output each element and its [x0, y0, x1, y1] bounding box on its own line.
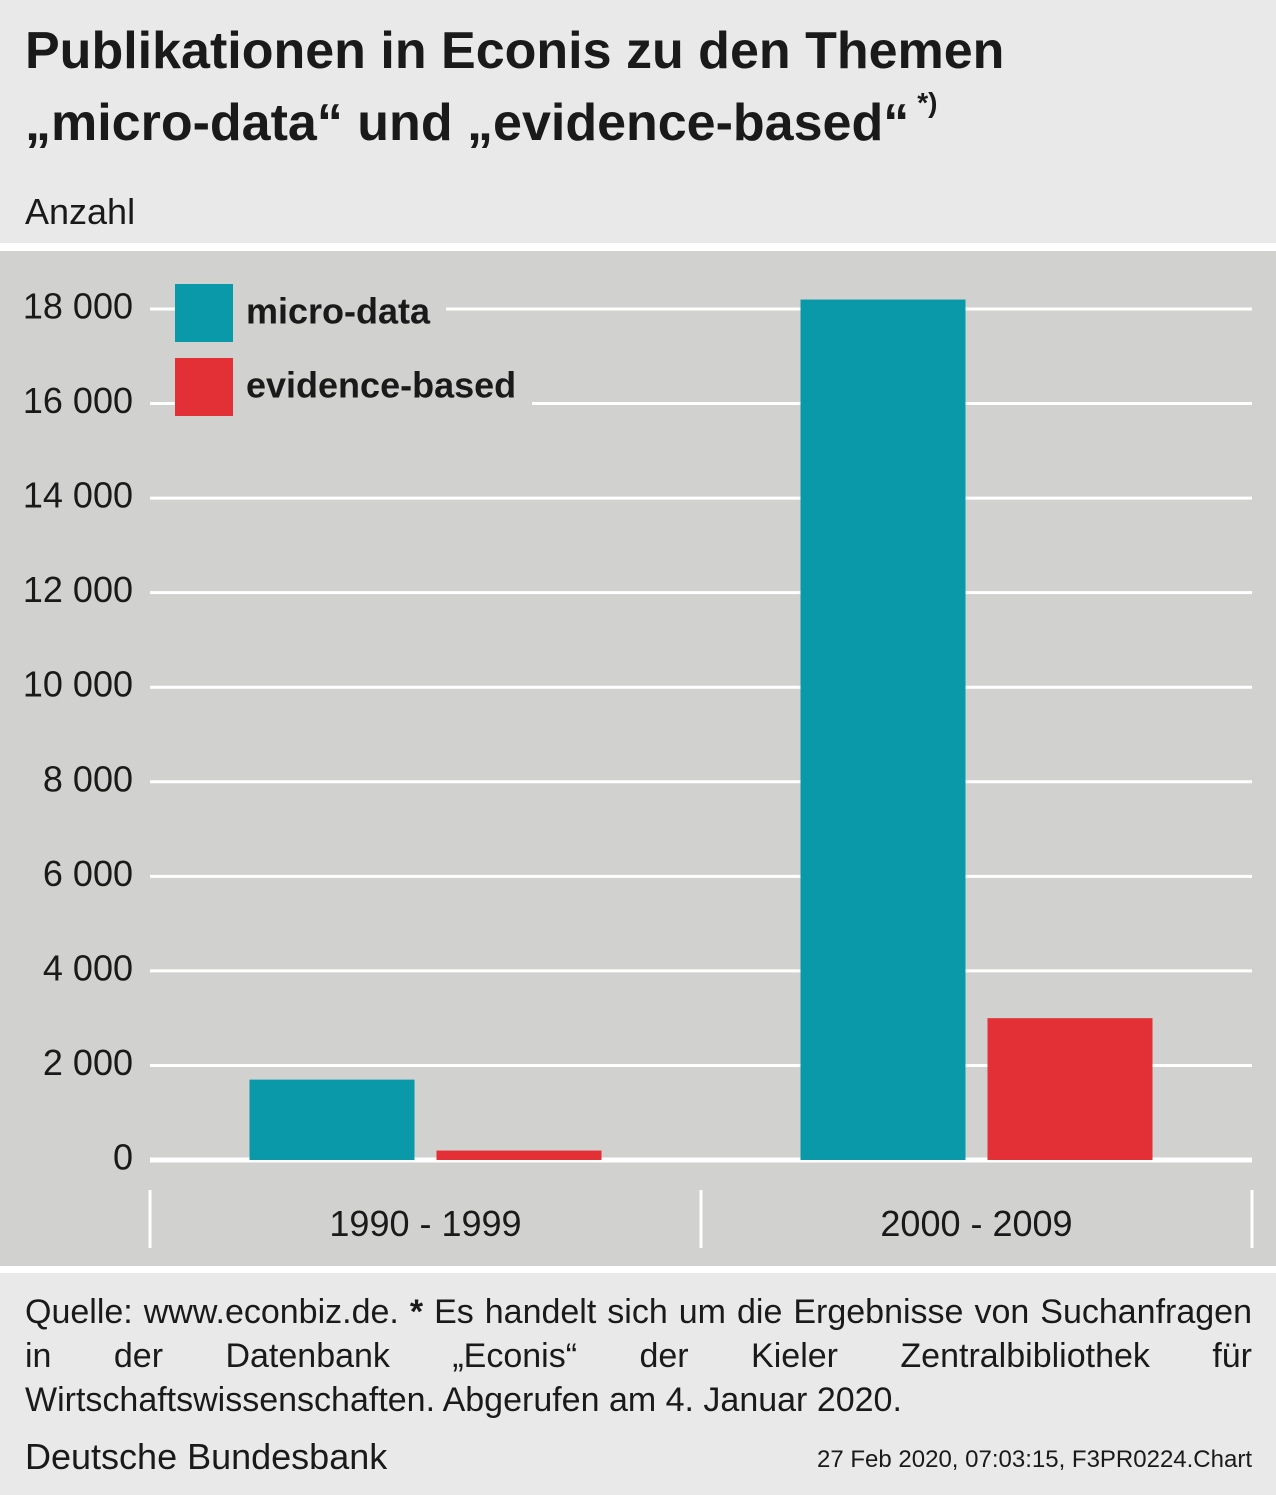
y-tick-label: 4 000 — [43, 947, 133, 988]
legend-background — [232, 358, 533, 416]
source: Quelle: www.econbiz.de. — [25, 1293, 399, 1331]
credit: Deutsche Bundesbank — [25, 1436, 388, 1477]
title-note: *) — [917, 87, 937, 118]
footnote-marker: * — [409, 1293, 424, 1331]
x-tick-label: 1990 - 1999 — [329, 1203, 521, 1244]
chart-title: „micro-data“ und „evidence-based“ *) — [25, 87, 937, 152]
y-tick-label: 18 000 — [23, 286, 133, 327]
footnote-text: Es handelt sich um die Ergebnisse von Su… — [25, 1293, 1252, 1419]
separator — [0, 1266, 1276, 1273]
legend-label: micro-data — [246, 291, 431, 332]
y-tick-label: 14 000 — [23, 475, 133, 516]
timestamp: 27 Feb 2020, 07:03:15, F3PR0224.Chart — [817, 1446, 1252, 1473]
y-tick-label: 8 000 — [43, 758, 133, 799]
bar — [987, 1018, 1153, 1160]
y-tick-label: 0 — [113, 1137, 133, 1178]
bar — [800, 299, 966, 1160]
footnote: Quelle: www.econbiz.de. * Es handelt sic… — [25, 1290, 1252, 1422]
bar — [436, 1150, 602, 1160]
legend-swatch — [175, 284, 233, 342]
legend-background — [232, 284, 447, 342]
chart-title: Publikationen in Econis zu den Themen — [25, 22, 1004, 80]
subtitle: Anzahl — [25, 191, 135, 232]
separator — [0, 243, 1276, 251]
chart-title-line: „micro-data“ und „evidence-based“ — [25, 94, 909, 152]
y-tick-label: 12 000 — [23, 569, 133, 610]
y-tick-label: 16 000 — [23, 380, 133, 421]
y-tick-label: 6 000 — [43, 853, 133, 894]
legend-label: evidence-based — [246, 365, 516, 406]
x-tick-label: 2000 - 2009 — [880, 1203, 1072, 1244]
bar — [249, 1079, 415, 1160]
y-tick-label: 10 000 — [23, 664, 133, 705]
legend-swatch — [175, 358, 233, 416]
y-tick-label: 2 000 — [43, 1042, 133, 1083]
